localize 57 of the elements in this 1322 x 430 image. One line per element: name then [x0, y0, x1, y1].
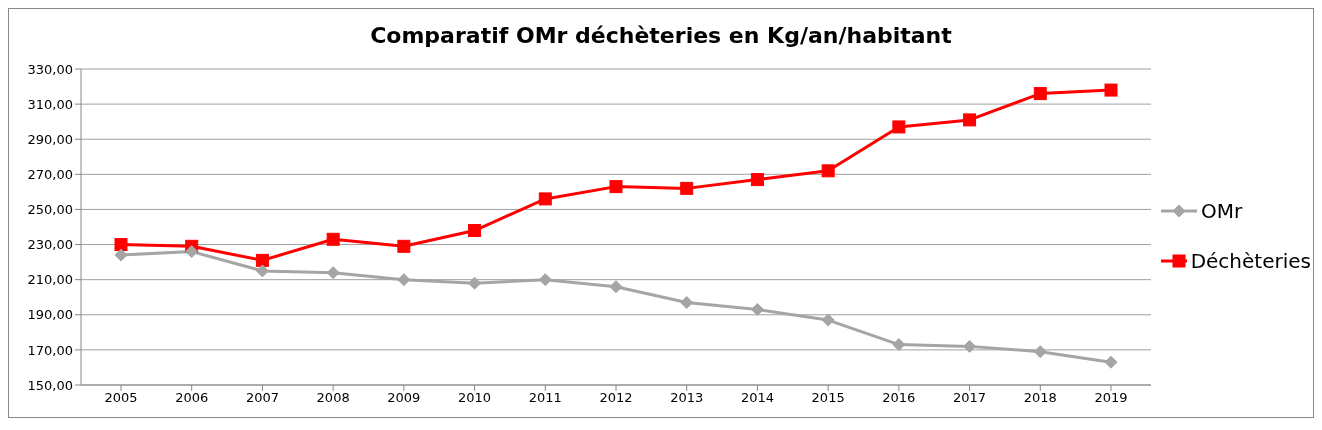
y-tick-label: 210,00	[27, 272, 73, 288]
point	[892, 120, 906, 134]
point	[1104, 83, 1118, 97]
y-tick-label: 310,00	[27, 96, 73, 112]
x-tick-label: 2008	[316, 390, 350, 406]
point	[963, 339, 977, 353]
y-tick-label: 270,00	[27, 166, 73, 182]
point	[750, 303, 764, 317]
point	[538, 192, 552, 206]
chart-title: Comparatif OMr déchèteries en Kg/an/habitant	[369, 22, 953, 50]
y-tick-label: 170,00	[27, 342, 73, 358]
x-tick-label: 2017	[953, 390, 987, 406]
y-tick-label: 250,00	[27, 202, 73, 218]
x-tick-label: 2005	[104, 390, 138, 406]
legend-label: Déchèteries	[1190, 249, 1311, 273]
y-tick-label: 330,00	[27, 61, 73, 77]
y-tick-label: 230,00	[27, 237, 73, 253]
x-tick-label: 2009	[387, 390, 421, 406]
x-tick-label: 2011	[528, 390, 562, 406]
point	[1033, 87, 1047, 101]
point	[468, 224, 482, 238]
point	[1033, 345, 1047, 359]
x-tick-label: 2006	[175, 390, 209, 406]
x-tick-label: 2013	[670, 390, 704, 406]
x-tick-label: 2019	[1094, 390, 1128, 406]
x-tick-label: 2007	[245, 390, 279, 406]
point	[680, 181, 694, 195]
x-tick-label: 2016	[882, 390, 916, 406]
point	[397, 273, 411, 287]
point	[1104, 355, 1118, 369]
point	[255, 253, 269, 267]
x-tick-label: 2014	[740, 390, 774, 406]
point	[609, 280, 623, 294]
x-tick-label: 2015	[811, 390, 845, 406]
point	[821, 313, 835, 327]
point	[892, 338, 906, 352]
point	[326, 232, 340, 246]
point	[609, 180, 623, 194]
point	[821, 164, 835, 178]
y-tick-label: 150,00	[27, 377, 73, 393]
x-tick-label: 2018	[1023, 390, 1057, 406]
x-tick-label: 2012	[599, 390, 633, 406]
y-tick-label: 190,00	[27, 307, 73, 323]
point	[963, 113, 977, 127]
point	[255, 264, 269, 278]
point	[185, 245, 199, 259]
point	[397, 239, 411, 253]
x-tick-label: 2010	[458, 390, 492, 406]
y-tick-label: 290,00	[27, 131, 73, 147]
point	[538, 273, 552, 287]
point	[114, 248, 128, 262]
point	[680, 295, 694, 309]
legend-label: OMr	[1201, 199, 1243, 223]
point	[326, 266, 340, 280]
point	[750, 173, 764, 187]
point	[114, 238, 128, 252]
point	[468, 276, 482, 290]
